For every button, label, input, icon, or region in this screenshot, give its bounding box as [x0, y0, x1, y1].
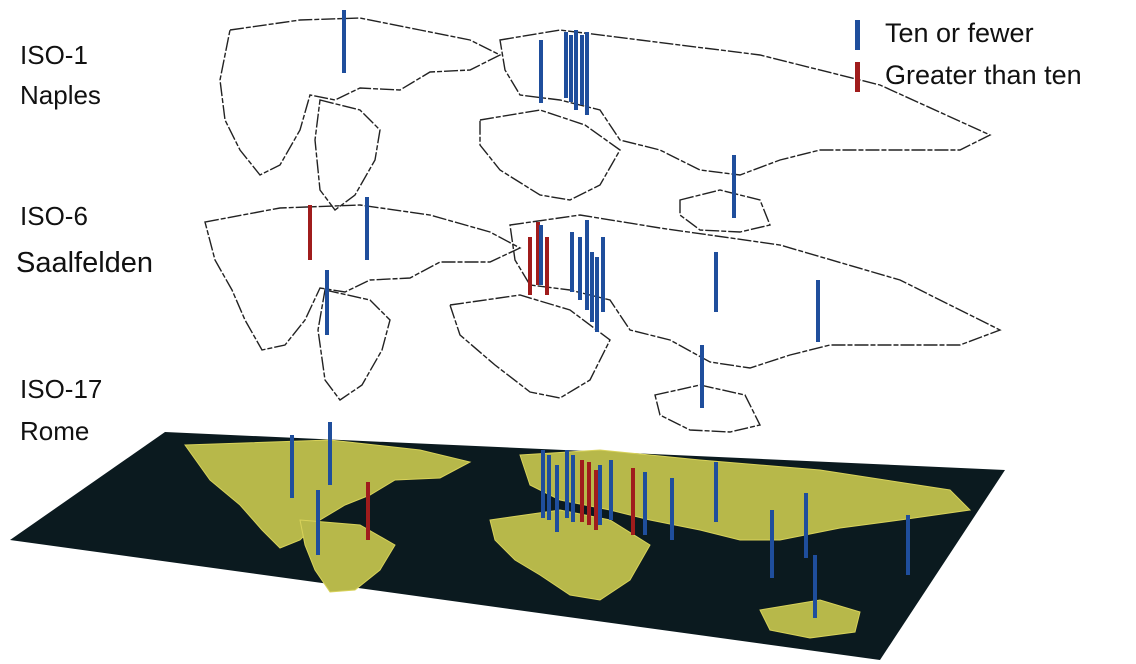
site-bar [906, 515, 910, 575]
site-bar [714, 462, 718, 522]
layer-city: Saalfelden [16, 247, 153, 279]
site-bar [670, 478, 674, 540]
site-bar [598, 465, 602, 525]
site-bar [342, 10, 346, 73]
map-layer-3 [10, 432, 1005, 660]
site-bar [643, 472, 647, 535]
site-bar [580, 460, 584, 522]
site-bar [539, 225, 543, 285]
figure: ISO-1 Naples ISO-6 Saalfelden ISO-17 Rom… [0, 0, 1136, 664]
legend-label: Greater than ten [885, 60, 1082, 90]
legend-swatch [855, 62, 860, 92]
legend-swatch [855, 20, 860, 50]
site-bar [804, 493, 808, 558]
map-layer-1 [220, 18, 990, 232]
site-bar [585, 32, 589, 115]
site-bar [545, 237, 549, 295]
site-bar [770, 510, 774, 578]
site-bar [732, 155, 736, 218]
legend-label: Ten or fewer [885, 18, 1034, 48]
site-bar [700, 345, 704, 408]
site-bar [316, 490, 320, 555]
site-bar [541, 450, 545, 518]
site-bar [578, 237, 582, 300]
layer-code: ISO-6 [20, 201, 88, 231]
site-bar [555, 465, 559, 532]
site-bar [714, 252, 718, 312]
site-bar [564, 32, 568, 98]
site-bar [366, 482, 370, 540]
site-bar [631, 468, 635, 535]
site-bar [547, 455, 551, 520]
site-bar [325, 270, 329, 335]
site-bar [587, 462, 591, 525]
site-bar [290, 435, 294, 498]
site-bar [365, 197, 369, 260]
layer-city: Rome [20, 416, 89, 446]
site-bar [539, 40, 543, 103]
site-bar [585, 220, 589, 310]
site-bar [590, 252, 594, 322]
site-bar [580, 35, 584, 105]
site-bar [308, 205, 312, 260]
site-bar [528, 237, 532, 295]
site-bar [570, 232, 574, 292]
site-bar [328, 422, 332, 485]
layer-code: ISO-1 [20, 40, 88, 70]
layer-code: ISO-17 [20, 374, 102, 404]
site-bar [565, 450, 569, 518]
site-bar [569, 35, 573, 102]
site-bar [813, 555, 817, 618]
site-bar [595, 257, 599, 332]
legend: Ten or fewer Greater than ten [855, 18, 1082, 92]
site-bar [594, 470, 598, 530]
site-bar [816, 280, 820, 342]
layer-city: Naples [20, 80, 101, 110]
site-bar [609, 460, 613, 520]
site-bar [574, 30, 578, 110]
site-bar [571, 455, 575, 522]
site-bar [601, 237, 605, 312]
